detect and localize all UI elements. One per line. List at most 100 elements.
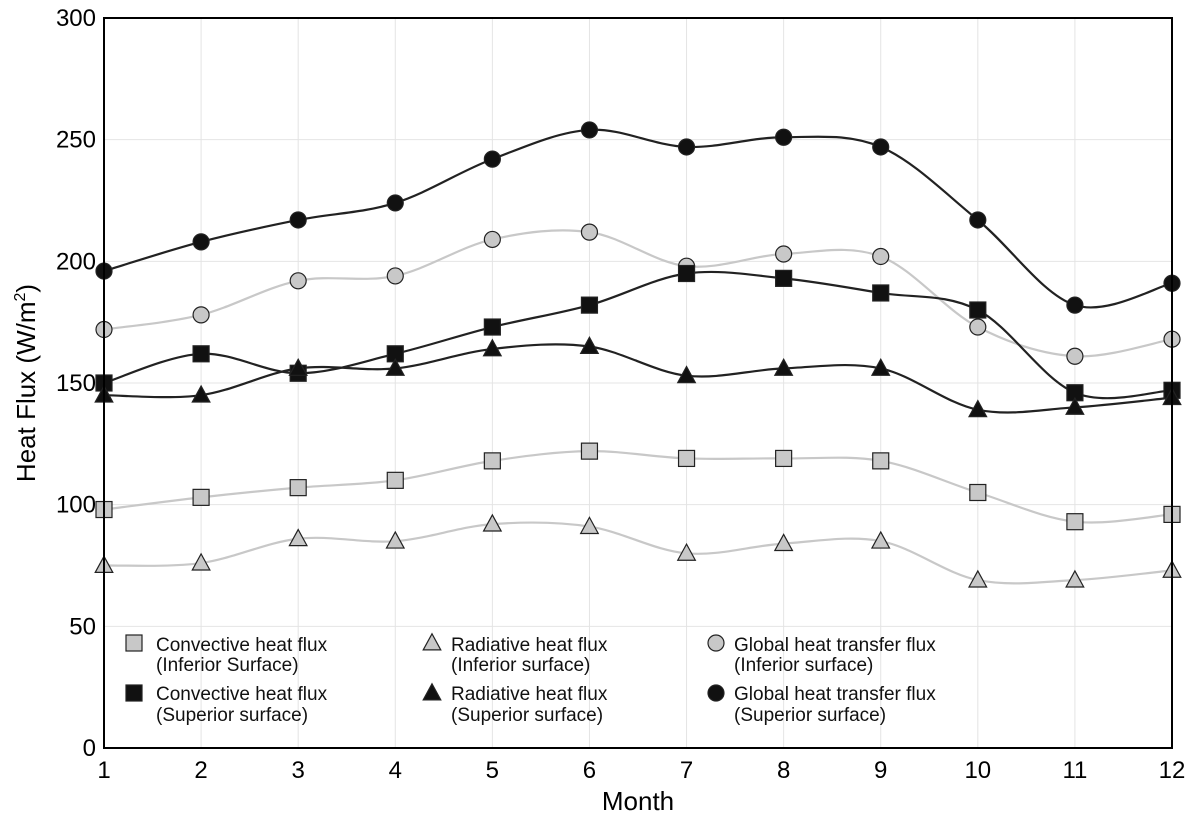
data-point-triangle bbox=[968, 569, 988, 588]
data-point-triangle bbox=[482, 513, 503, 532]
legend-label: Radiative heat flux bbox=[451, 684, 608, 705]
x-tick-label: 2 bbox=[194, 757, 207, 784]
legend-label: Global heat transfer flux bbox=[734, 635, 936, 656]
legend-label: Radiative heat flux bbox=[451, 635, 608, 656]
data-point-triangle bbox=[676, 365, 697, 384]
data-point-square bbox=[969, 483, 987, 502]
x-tick-label: 6 bbox=[583, 757, 596, 784]
data-point-triangle bbox=[968, 399, 988, 418]
data-point-triangle bbox=[1065, 569, 1085, 588]
series-lines bbox=[103, 128, 1173, 585]
x-tick-label: 8 bbox=[777, 757, 790, 784]
data-point-triangle bbox=[482, 338, 503, 357]
data-point-circle bbox=[775, 245, 793, 263]
data-point-triangle bbox=[385, 357, 406, 376]
y-tick-label: 100 bbox=[56, 492, 96, 519]
series-line bbox=[103, 343, 1173, 414]
x-tick-label: 12 bbox=[1159, 757, 1186, 784]
data-point-triangle bbox=[579, 336, 600, 354]
legend-label-sub: (Inferior surface) bbox=[451, 655, 590, 676]
series-line bbox=[103, 521, 1173, 585]
data-point-circle bbox=[677, 138, 696, 156]
legend: Convective heat flux(Inferior Surface)Co… bbox=[125, 632, 936, 726]
data-point-triangle bbox=[676, 542, 697, 561]
data-point-triangle bbox=[773, 357, 794, 376]
y-tick-label: 250 bbox=[56, 127, 96, 154]
data-point-circle bbox=[580, 121, 599, 139]
data-point-circle bbox=[969, 318, 987, 336]
data-point-triangle bbox=[191, 552, 211, 571]
data-point-square bbox=[1066, 513, 1084, 531]
data-point-circle bbox=[969, 211, 987, 229]
x-tick-label: 10 bbox=[964, 757, 991, 784]
legend-label: Convective heat flux bbox=[156, 635, 328, 656]
data-point-square bbox=[289, 479, 307, 497]
x-tick-label: 11 bbox=[1062, 757, 1087, 784]
data-point-triangle bbox=[191, 384, 211, 403]
data-point-triangle bbox=[288, 528, 308, 547]
data-point-triangle bbox=[1065, 396, 1085, 415]
data-point-circle bbox=[386, 194, 404, 212]
data-point-circle bbox=[289, 211, 307, 229]
data-point-triangle bbox=[385, 530, 406, 549]
data-point-square bbox=[677, 449, 696, 468]
data-point-circle bbox=[192, 306, 210, 324]
x-tick-label: 1 bbox=[97, 757, 110, 784]
y-tick-labels: 0 50 100 150 200 250 300 bbox=[56, 5, 96, 762]
y-tick-label: 0 bbox=[83, 735, 96, 762]
plot-frame bbox=[103, 17, 1173, 749]
y-axis-title-sup: 2 bbox=[12, 293, 29, 302]
legend-marker-triangle bbox=[422, 632, 442, 651]
data-point-square bbox=[192, 488, 210, 506]
legend-marker-circle bbox=[707, 684, 725, 702]
legend-label-sub: (Superior surface) bbox=[156, 705, 308, 726]
data-point-square bbox=[677, 264, 696, 283]
legend-marker-square bbox=[125, 684, 143, 702]
series-markers bbox=[94, 121, 1182, 588]
data-point-circle bbox=[289, 272, 307, 290]
data-point-circle bbox=[386, 267, 404, 285]
legend-marker-triangle bbox=[422, 682, 442, 701]
data-point-circle bbox=[483, 230, 501, 249]
data-point-square bbox=[483, 452, 501, 470]
legend-label-sub: (Inferior Surface) bbox=[156, 655, 299, 676]
data-point-circle bbox=[872, 138, 890, 156]
x-tick-label: 3 bbox=[292, 757, 305, 784]
data-point-square bbox=[580, 296, 599, 314]
x-tick-label: 5 bbox=[486, 757, 499, 784]
data-point-square bbox=[192, 345, 210, 363]
data-point-square bbox=[775, 449, 793, 468]
y-tick-label: 150 bbox=[56, 370, 96, 397]
legend-label-sub: (Superior surface) bbox=[734, 705, 886, 726]
data-point-square bbox=[483, 318, 501, 336]
x-axis-title: Month bbox=[602, 786, 674, 816]
data-point-triangle bbox=[773, 533, 794, 552]
data-point-triangle bbox=[579, 516, 600, 535]
y-axis-title-end: ) bbox=[11, 284, 41, 293]
y-tick-label: 200 bbox=[56, 248, 96, 275]
y-tick-label: 50 bbox=[69, 613, 96, 640]
data-point-circle bbox=[775, 128, 793, 146]
series-line bbox=[103, 128, 1173, 309]
legend-marker-square bbox=[125, 634, 143, 652]
legend-marker-circle bbox=[707, 634, 725, 652]
data-point-triangle bbox=[870, 357, 891, 376]
legend-label: Global heat transfer flux bbox=[734, 684, 936, 705]
x-tick-label: 4 bbox=[389, 757, 402, 784]
legend-label-sub: (Superior surface) bbox=[451, 705, 603, 726]
y-axis-title-main: Heat Flux (W/m bbox=[11, 302, 41, 483]
data-point-circle bbox=[1066, 347, 1084, 365]
data-point-triangle bbox=[288, 357, 308, 376]
data-point-square bbox=[872, 452, 890, 470]
x-tick-label: 7 bbox=[680, 757, 693, 784]
data-point-square bbox=[386, 471, 404, 489]
data-point-circle bbox=[192, 233, 210, 251]
series-line bbox=[103, 450, 1173, 524]
data-point-circle bbox=[580, 223, 599, 241]
legend-label: Convective heat flux bbox=[156, 684, 328, 705]
data-point-circle bbox=[1066, 296, 1084, 314]
data-point-square bbox=[969, 301, 987, 319]
x-tick-labels: 1 2 3 4 5 6 7 8 9 10 11 12 bbox=[97, 757, 1185, 784]
data-point-circle bbox=[872, 247, 890, 266]
